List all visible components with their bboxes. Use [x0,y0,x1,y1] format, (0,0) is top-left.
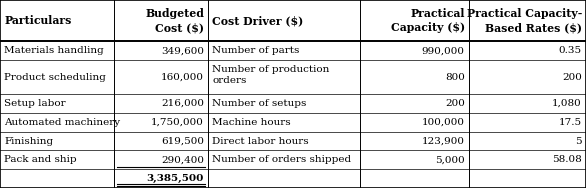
Text: Direct labor hours: Direct labor hours [212,136,309,146]
Text: 200: 200 [562,73,582,82]
Text: Materials handling: Materials handling [4,46,104,55]
Text: 349,600: 349,600 [161,46,204,55]
Text: Particulars: Particulars [4,15,71,26]
Text: Setup labor: Setup labor [4,99,66,108]
Text: 990,000: 990,000 [422,46,465,55]
Text: 800: 800 [445,73,465,82]
Text: Number of setups: Number of setups [212,99,306,108]
Text: Product scheduling: Product scheduling [4,73,106,82]
Text: 216,000: 216,000 [161,99,204,108]
Text: Cost Driver ($): Cost Driver ($) [212,15,304,26]
Text: 619,500: 619,500 [161,136,204,146]
Text: Automated machinery: Automated machinery [4,118,120,127]
Text: 100,000: 100,000 [422,118,465,127]
Text: Finishing: Finishing [4,136,53,146]
Text: 3,385,500: 3,385,500 [146,174,204,183]
Text: 290,400: 290,400 [161,155,204,164]
Text: 5,000: 5,000 [435,155,465,164]
Text: 123,900: 123,900 [422,136,465,146]
Text: Practical Capacity-
Based Rates ($): Practical Capacity- Based Rates ($) [466,8,582,33]
Text: 200: 200 [445,99,465,108]
Text: Practical
Capacity ($): Practical Capacity ($) [391,8,465,33]
Text: Pack and ship: Pack and ship [4,155,77,164]
Text: Number of orders shipped: Number of orders shipped [212,155,351,164]
Text: 1,080: 1,080 [552,99,582,108]
Text: Budgeted
Cost ($): Budgeted Cost ($) [145,8,204,33]
Text: 5: 5 [575,136,582,146]
Text: 17.5: 17.5 [559,118,582,127]
Text: 1,750,000: 1,750,000 [151,118,204,127]
Text: 58.08: 58.08 [552,155,582,164]
Text: 160,000: 160,000 [161,73,204,82]
Text: Machine hours: Machine hours [212,118,291,127]
Text: Number of parts: Number of parts [212,46,299,55]
Text: Number of production
orders: Number of production orders [212,65,329,85]
Text: 0.35: 0.35 [559,46,582,55]
